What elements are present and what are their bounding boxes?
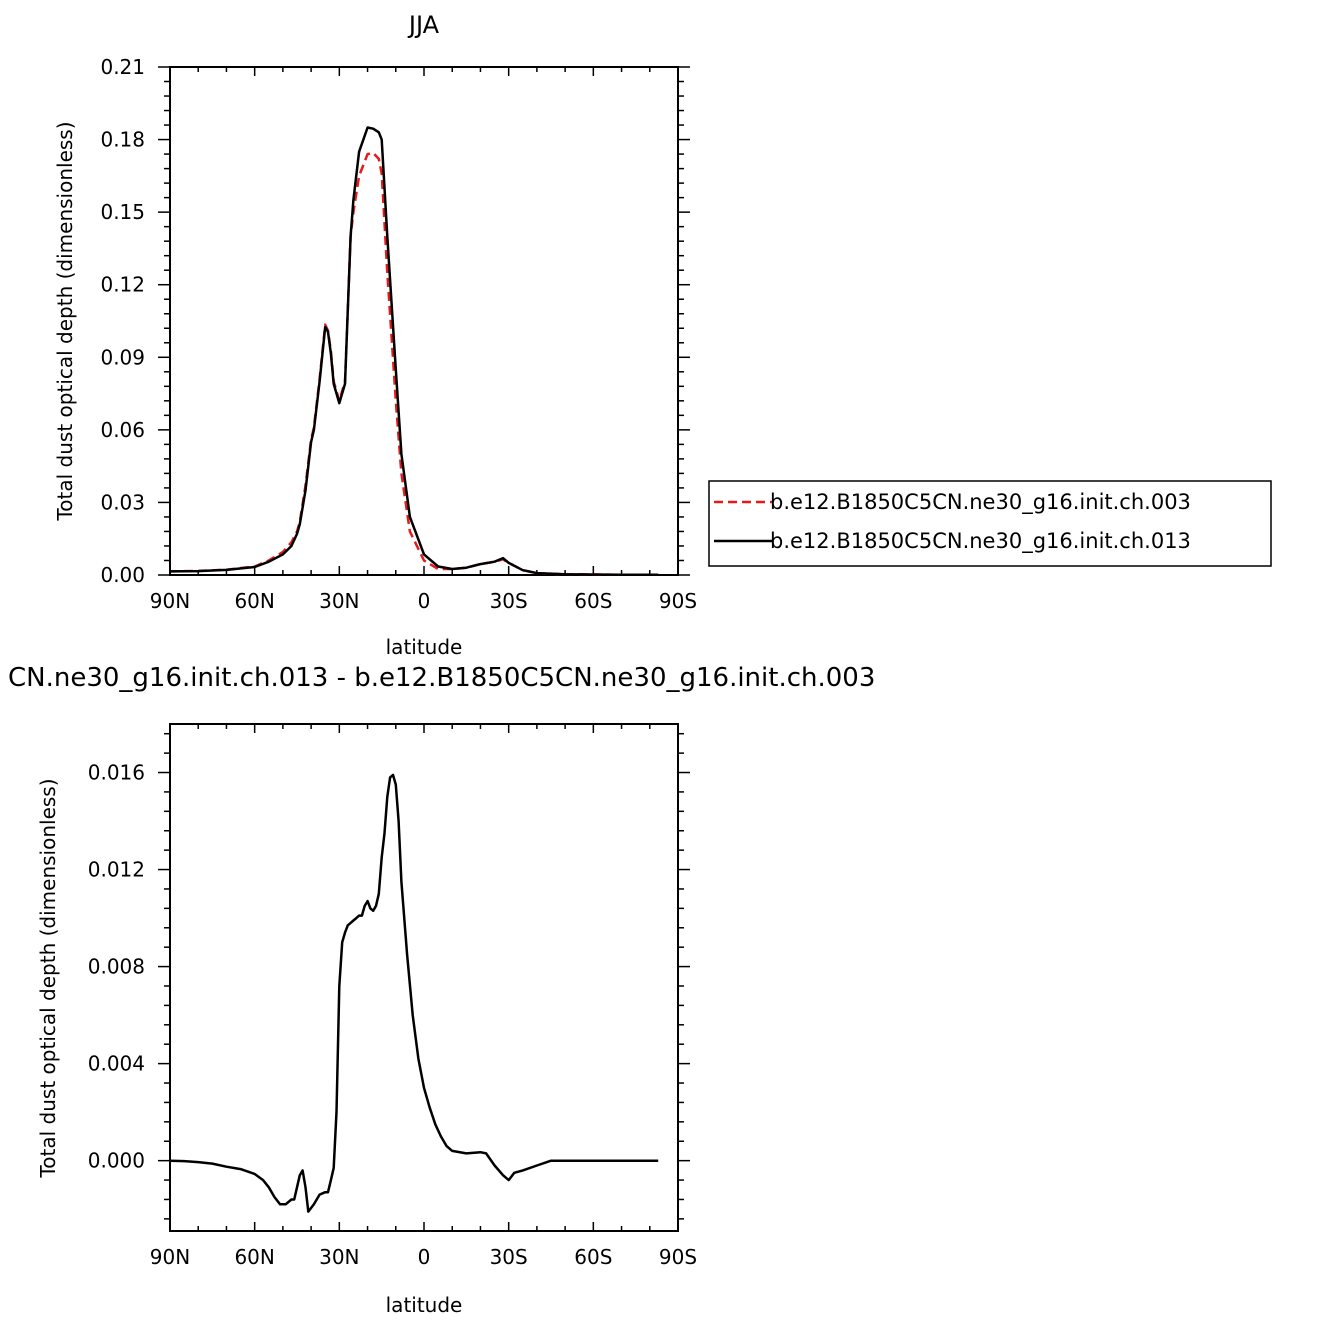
bottom-plot-frame (169, 723, 679, 1232)
top-axis-ticks: 90N 60N 30N 0 30S 60S 90S 0.00 0.03 0.06 0.09 0.12 0… (100, 55, 697, 613)
x-tick-label: 60S (574, 1245, 612, 1269)
top-panel: JJA 90N 60N 30N 0 30S 60S 90S 0.00 0.03 0.06 0.09 0… (53, 11, 697, 659)
x-tick-label: 60N (234, 589, 274, 613)
bottom-panel: CN.ne30_g16.init.ch.013 - b.e12.B1850C5C… (8, 663, 875, 1317)
y-tick-label: 0.21 (100, 55, 145, 79)
y-tick-label: 0.016 (88, 761, 145, 785)
x-tick-label: 0 (418, 589, 431, 613)
x-tick-label: 30N (319, 1245, 359, 1269)
top-x-axis-label: latitude (386, 635, 463, 659)
x-tick-label: 30N (319, 589, 359, 613)
x-tick-label: 30S (490, 1245, 528, 1269)
y-tick-label: 0.008 (88, 955, 145, 979)
top-series-group (169, 126, 659, 577)
top-plot-frame (169, 66, 679, 576)
x-tick-label: 90S (659, 589, 697, 613)
y-tick-label: 0.12 (100, 273, 145, 297)
y-tick-label: 0.012 (88, 858, 145, 882)
bottom-series-group (169, 773, 659, 1213)
y-tick-label: 0.06 (100, 418, 145, 442)
x-tick-label: 30S (490, 589, 528, 613)
bottom-panel-title: CN.ne30_g16.init.ch.013 - b.e12.B1850C5C… (8, 663, 875, 693)
series-line-1 (169, 151, 659, 577)
bottom-x-axis-label: latitude (386, 1293, 463, 1317)
y-tick-label: 0.00 (100, 563, 145, 587)
y-tick-label: 0.03 (100, 490, 145, 514)
top-y-axis-label: Total dust optical depth (dimensionless) (53, 121, 77, 521)
x-tick-label: 60S (574, 589, 612, 613)
y-tick-label: 0.004 (88, 1052, 145, 1076)
legend-box (708, 480, 1272, 567)
top-panel-title: JJA (407, 11, 440, 39)
x-tick-label: 60N (234, 1245, 274, 1269)
x-tick-label: 90N (150, 1245, 190, 1269)
legend: b.e12.B1850C5CN.ne30_g16.init.ch.003 b.e… (708, 480, 1272, 567)
x-tick-label: 90S (659, 1245, 697, 1269)
series-line-2 (169, 126, 659, 577)
legend-label-series-1: b.e12.B1850C5CN.ne30_g16.init.ch.003 (770, 490, 1191, 515)
y-tick-label: 0.18 (100, 128, 145, 152)
bottom-y-axis-label: Total dust optical depth (dimensionless) (36, 778, 60, 1178)
x-tick-label: 90N (150, 589, 190, 613)
y-tick-label: 0.09 (100, 345, 145, 369)
y-tick-label: 0.000 (88, 1149, 145, 1173)
y-tick-label: 0.15 (100, 200, 145, 224)
bottom-axis-ticks: 90N 60N 30N 0 30S 60S 90S 0.000 0.004 0.008 0.012 0… (88, 724, 697, 1269)
x-tick-label: 0 (418, 1245, 431, 1269)
series-line-1 (169, 773, 659, 1213)
legend-label-series-2: b.e12.B1850C5CN.ne30_g16.init.ch.013 (770, 529, 1191, 554)
